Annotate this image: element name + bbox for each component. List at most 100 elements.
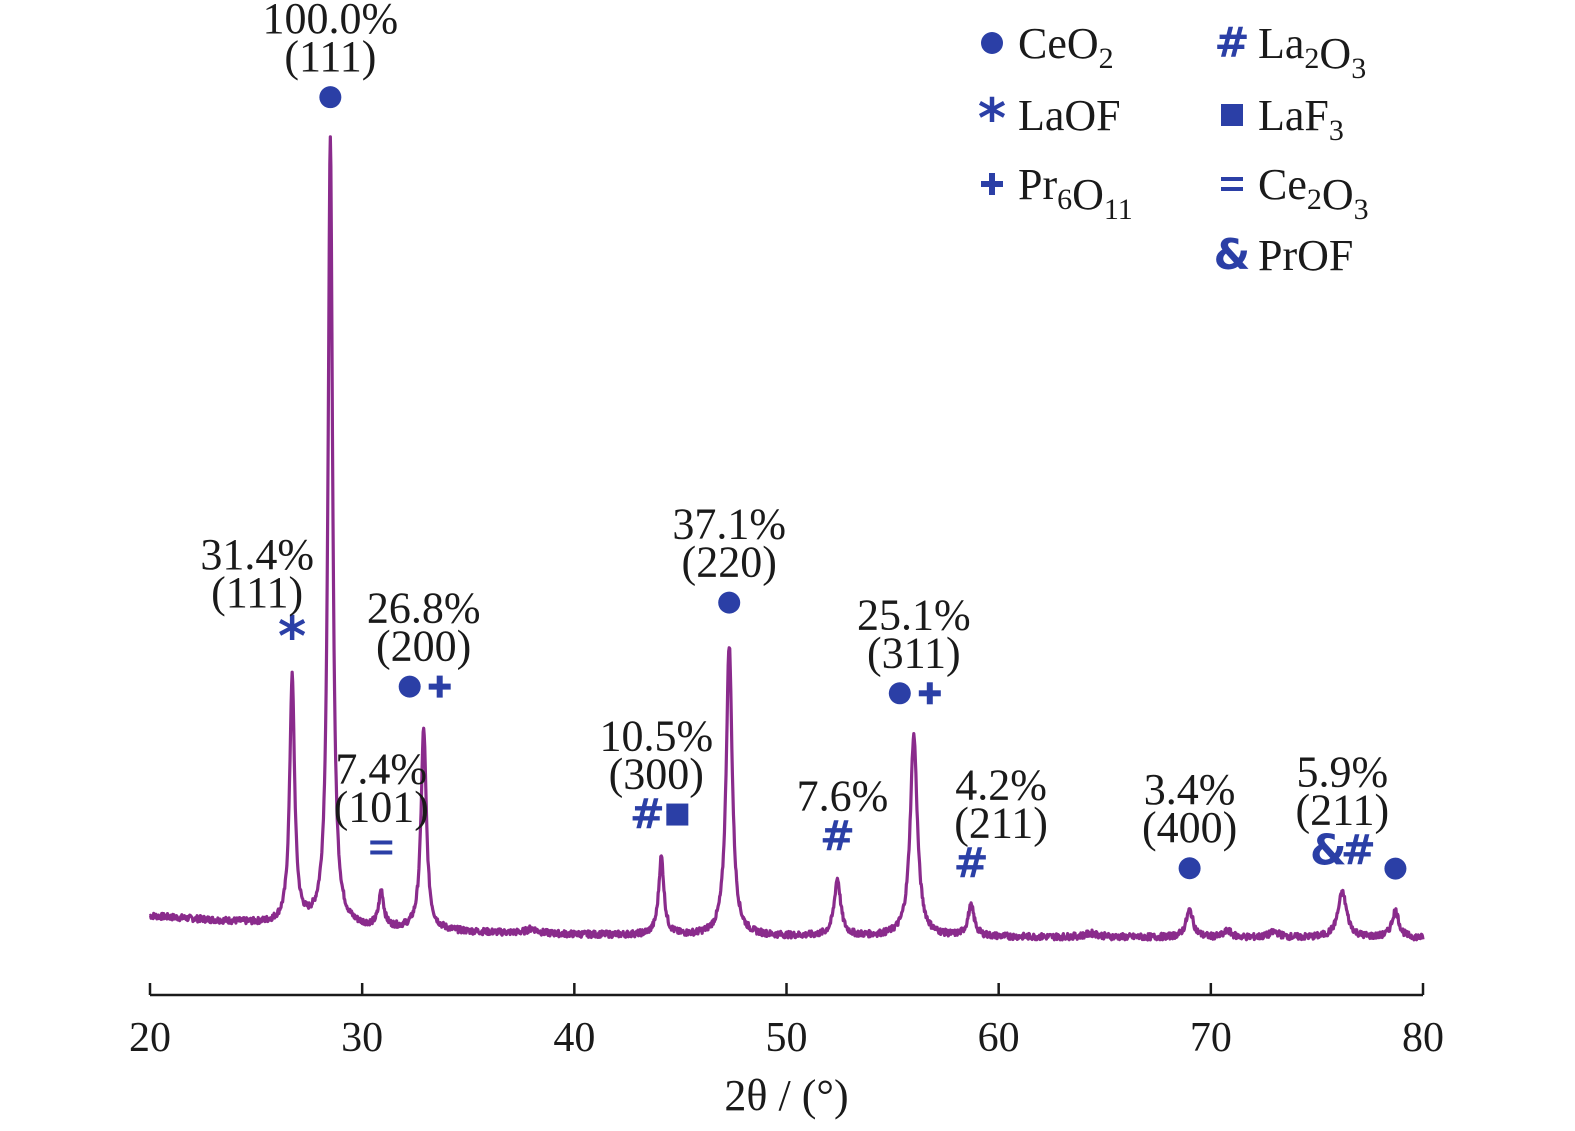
legend-subscript: 3: [1351, 52, 1366, 85]
star-marker: *: [278, 605, 306, 668]
peak-percent: 3.4%: [1144, 765, 1236, 814]
legend-text: LaF: [1258, 91, 1329, 140]
hash-marker: #: [1214, 18, 1249, 67]
peak-hkl: (300): [609, 750, 704, 799]
x-axis: 20 30 40 50 60 70 80 2θ / (°): [129, 983, 1444, 1120]
plus-marker-v: [926, 682, 933, 705]
peak-hkl: (111): [284, 32, 376, 81]
peak-label-0: (111)100.0%: [263, 0, 398, 109]
plus-marker-v: [436, 675, 443, 698]
plot-area: [148, 135, 1425, 942]
legend-item-4: Pr6O11: [981, 160, 1133, 226]
circle-marker: [981, 32, 1003, 54]
peak-percent: 7.4%: [335, 744, 427, 793]
circle-marker-shape: [319, 86, 342, 109]
legend-item-0: CeO2: [981, 19, 1114, 75]
hash-marker-glyph: #: [1341, 826, 1376, 875]
legend-text: PrOF: [1258, 231, 1353, 280]
peak-hkl: (111): [211, 568, 303, 617]
hash-marker-glyph: #: [820, 811, 855, 860]
peak-percent: 7.6%: [797, 771, 889, 820]
hash-marker-glyph: #: [1214, 18, 1249, 67]
legend-text: O: [1319, 29, 1351, 78]
legend-item-2: * LaOF: [978, 87, 1121, 150]
legend-item-6: & PrOF: [1214, 230, 1354, 280]
peak-hkl: (211): [954, 799, 1048, 848]
x-tick-label: 20: [129, 1015, 171, 1061]
x-tick-label: 60: [978, 1015, 1020, 1061]
circle-marker-shape: [1384, 857, 1407, 880]
peak-label-1: *(111)31.4%: [200, 530, 314, 668]
peak-hkl: (400): [1142, 803, 1237, 852]
peak-hkl: (101): [334, 782, 429, 831]
peak-hkl: (200): [376, 622, 471, 671]
circle-marker: [1178, 857, 1201, 880]
x-tick-label: 30: [341, 1015, 383, 1061]
circle-marker-shape: [398, 675, 421, 698]
peak-label-3: (200)26.8%: [367, 584, 481, 698]
circle-marker-shape: [888, 682, 911, 705]
peak-percent: 37.1%: [672, 500, 786, 549]
equals-marker-top: [370, 840, 393, 845]
legend-label: LaF3: [1258, 91, 1344, 147]
peak-percent: 31.4%: [200, 530, 314, 579]
plus-marker: [428, 675, 451, 698]
star-marker-glyph: *: [978, 87, 1006, 150]
x-tick-label: 40: [553, 1015, 595, 1061]
peak-label-7: (311)25.1%: [857, 590, 971, 705]
peak-label-6: #7.6%: [797, 771, 889, 860]
amp-marker: &: [1214, 230, 1251, 279]
x-axis-label: 2θ / (°): [724, 1071, 848, 1120]
equals-marker-bottom: [370, 850, 393, 855]
hash-marker-glyph: #: [953, 839, 988, 888]
legend-subscript: 3: [1354, 193, 1369, 226]
legend-subscript: 6: [1057, 183, 1072, 216]
equals-marker-bottom: [1221, 187, 1243, 191]
hash-marker: #: [1341, 826, 1376, 875]
peak-percent: 25.1%: [857, 590, 971, 639]
star-marker-glyph: *: [278, 605, 306, 668]
peak-hkl: (211): [1296, 786, 1390, 835]
legend-label: LaOF: [1018, 91, 1121, 140]
square-marker-shape: [666, 803, 689, 826]
x-tick-label: 50: [766, 1015, 808, 1061]
peak-percent: 26.8%: [367, 584, 481, 633]
legend-subscript: 2: [1307, 183, 1322, 216]
peak-label-9: (400)3.4%: [1142, 765, 1237, 880]
hash-marker: #: [953, 839, 988, 888]
peak-label-8: #(211)4.2%: [953, 761, 1047, 888]
peak-hkl: (220): [682, 538, 777, 587]
plus-marker: [918, 682, 941, 705]
legend-item-5: Ce2O3: [1221, 160, 1369, 226]
legend-label: Pr6O11: [1018, 160, 1133, 226]
legend-label: CeO2: [1018, 19, 1114, 75]
circle-marker: [718, 591, 741, 614]
hash-marker: #: [820, 811, 855, 860]
legend-text: LaOF: [1018, 91, 1121, 140]
hash-marker: #: [630, 790, 665, 839]
xrd-curve: [148, 135, 1425, 942]
legend-label: Ce2O3: [1258, 160, 1369, 226]
peak-label-5: (220)37.1%: [672, 500, 786, 614]
circle-marker-shape: [1178, 857, 1201, 880]
square-marker-shape: [1221, 104, 1243, 126]
circle-marker-shape: [718, 591, 741, 614]
legend-item-3: LaF3: [1221, 91, 1344, 147]
peak-percent: 10.5%: [599, 712, 713, 761]
legend-subscript: 11: [1104, 193, 1133, 226]
peak-label-4: #(300)10.5%: [599, 712, 713, 839]
legend-label: La2O3: [1258, 19, 1366, 85]
legend-subscript: 2: [1304, 42, 1319, 75]
legend-subscript: 3: [1329, 114, 1344, 147]
peak-label-11: [1384, 857, 1407, 880]
legend-subscript: 2: [1099, 42, 1114, 75]
legend-text: O: [1072, 170, 1104, 219]
square-marker: [1221, 104, 1243, 126]
x-tick-label: 80: [1402, 1015, 1444, 1061]
square-marker: [666, 803, 689, 826]
amp-marker: &: [1310, 826, 1347, 875]
circle-marker-shape: [981, 32, 1003, 54]
legend-text: La: [1258, 19, 1304, 68]
